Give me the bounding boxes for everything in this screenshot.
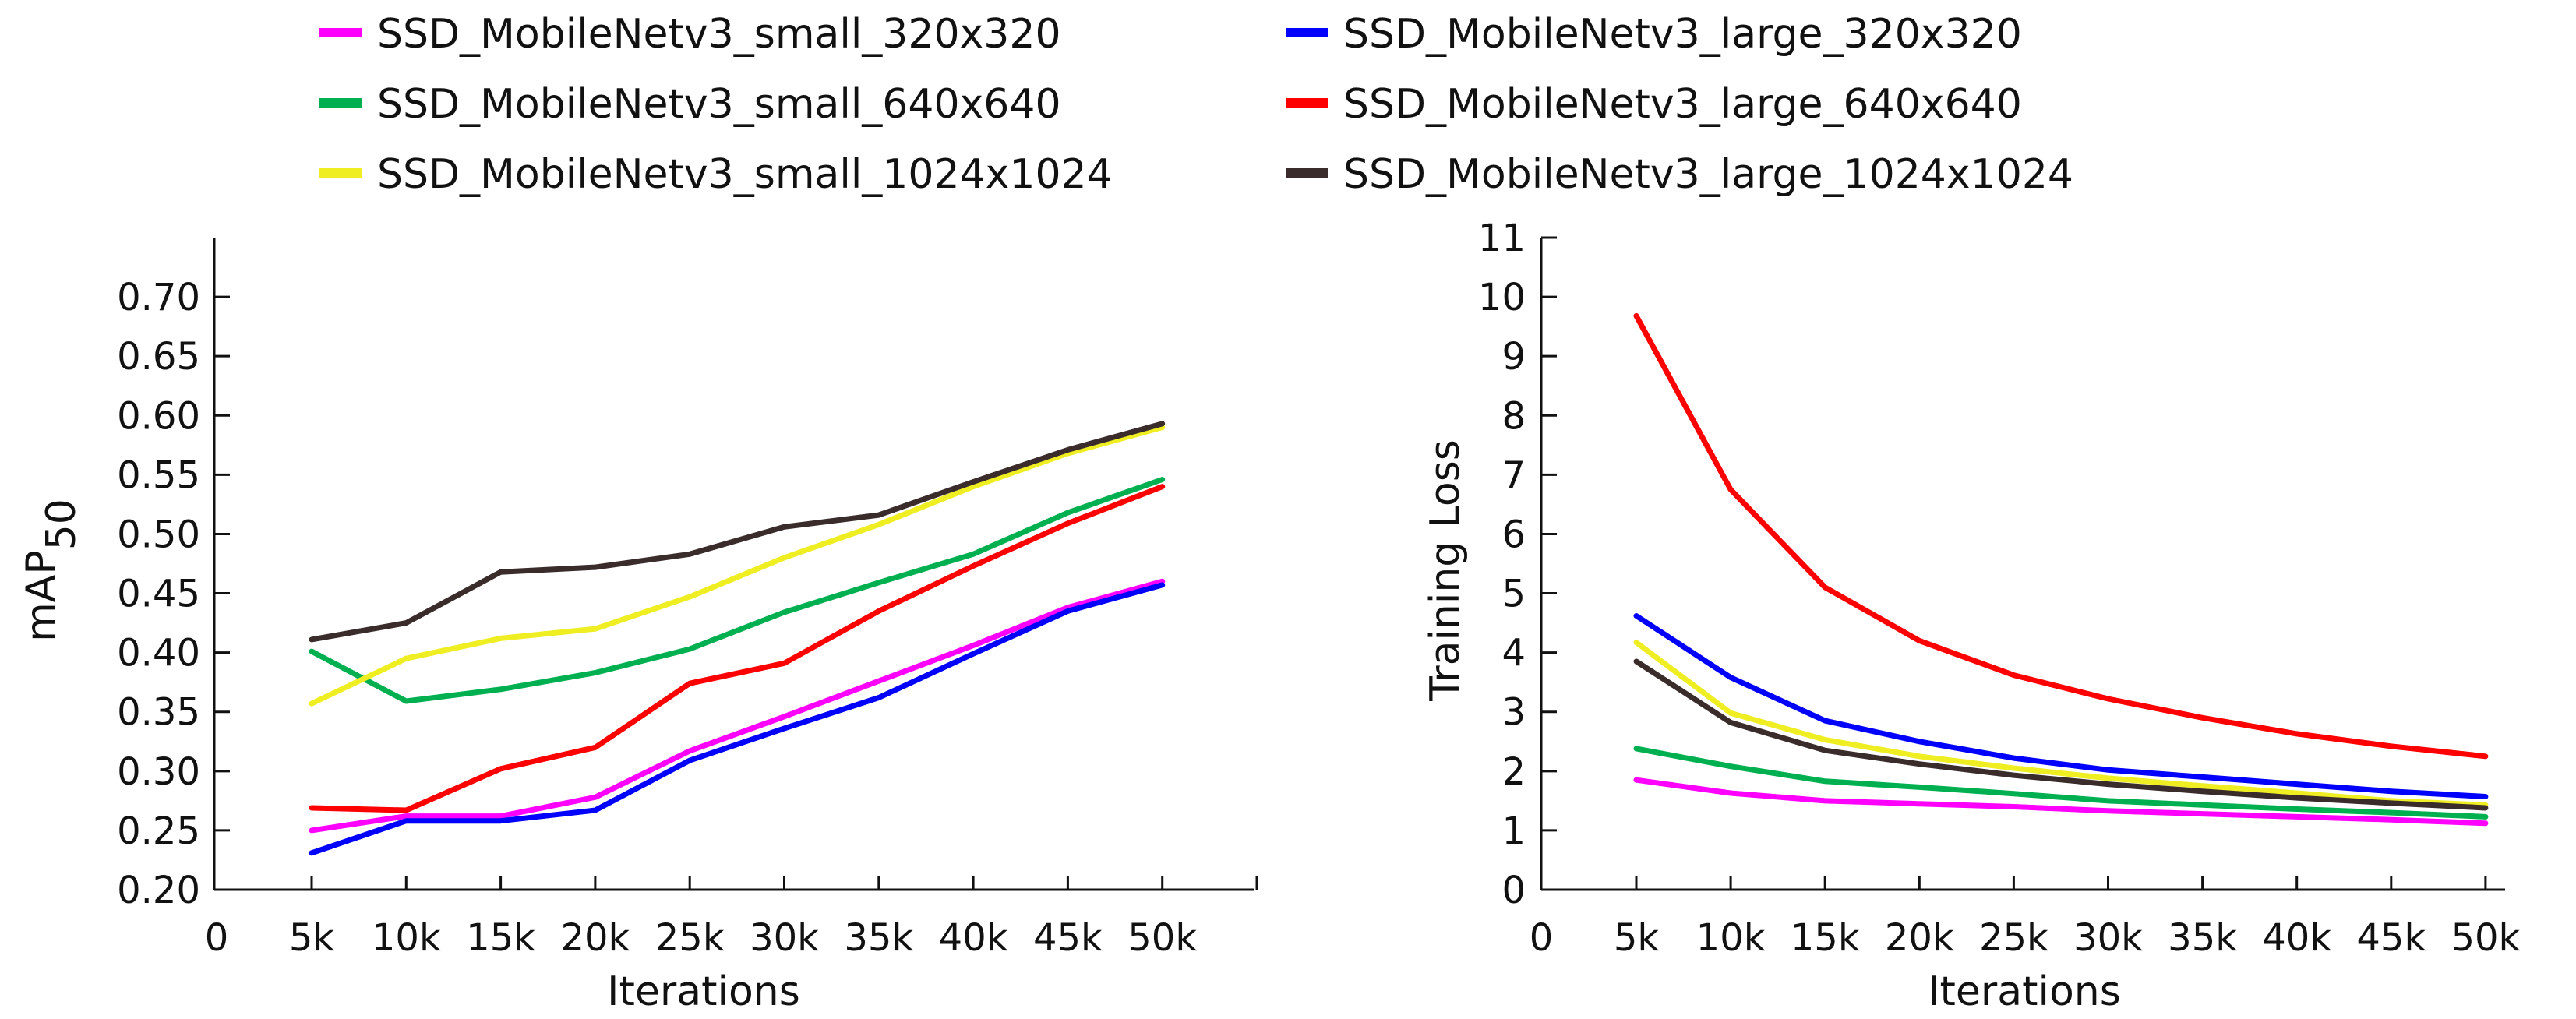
y-tick-label: 8 — [1501, 394, 1526, 438]
y-tick-label: 4 — [1501, 632, 1526, 675]
y-tick-label: 5 — [1501, 573, 1526, 616]
series-line — [1633, 640, 2489, 808]
x-tick-label: 20k — [1885, 916, 1954, 960]
series-line — [1633, 746, 2489, 820]
x-tick-label: 15k — [466, 916, 535, 960]
map50-chart: 0.20 0.25 0.30 0.35 0.40 0.45 0.50 0.55 0.60 0.65… — [18, 238, 1258, 1015]
y-axis-label-text: Training Loss — [1422, 439, 1469, 702]
x-tick-label: 35k — [844, 916, 913, 960]
legend-entry: SSD_MobileNetv3_large_1024x1024 — [1286, 151, 2073, 198]
y-tick-label: 0.50 — [117, 513, 200, 556]
series-line — [309, 484, 1166, 813]
series-line — [1633, 613, 2489, 799]
series-line — [1633, 312, 2489, 760]
y-axis-label: Training Loss — [1422, 439, 1469, 702]
x-tick-label: 5k — [289, 916, 335, 960]
legend-label: SSD_MobileNetv3_large_1024x1024 — [1343, 151, 2073, 198]
x-tick-label: 50k — [2451, 916, 2520, 960]
legend-entry: SSD_MobileNetv3_small_640x640 — [319, 81, 1061, 128]
x-tick-label: 0 — [205, 916, 229, 960]
series-line — [309, 477, 1166, 704]
legend-label: SSD_MobileNetv3_small_640x640 — [377, 81, 1061, 128]
y-tick-label: 11 — [1478, 217, 1526, 260]
y-tick-label: 3 — [1501, 691, 1526, 735]
series-line — [309, 582, 1166, 856]
y-tick-label: 0.40 — [117, 632, 200, 675]
y-axis-label: mAP50 — [18, 499, 85, 642]
x-tick-label: 25k — [655, 916, 725, 960]
y-axis-label-subscript: 50 — [38, 499, 85, 550]
x-tick-label: 45k — [1033, 916, 1103, 960]
y-axis-label-text: mAP — [18, 550, 65, 642]
legend-entry: SSD_MobileNetv3_small_1024x1024 — [319, 151, 1113, 198]
y-tick-label: 1 — [1501, 809, 1526, 853]
x-axis-label: Iterations — [1928, 968, 2121, 1015]
y-tick-label: 2 — [1501, 750, 1526, 794]
y-tick-label: 0.35 — [117, 691, 200, 735]
x-tick-label: 5k — [1614, 916, 1660, 960]
legend-label: SSD_MobileNetv3_large_640x640 — [1343, 81, 2022, 128]
x-tick-label: 0 — [1530, 916, 1554, 960]
series-line — [309, 578, 1166, 834]
y-tick-label: 0.25 — [117, 809, 200, 853]
x-tick-label: 50k — [1127, 916, 1197, 960]
x-tick-label: 20k — [560, 916, 630, 960]
legend-label: SSD_MobileNetv3_large_320x320 — [1343, 11, 2022, 58]
y-tick-label: 10 — [1478, 276, 1526, 319]
x-tick-label: 25k — [1979, 916, 2048, 960]
series-line — [309, 425, 1166, 707]
x-tick-label: 40k — [939, 916, 1008, 960]
x-tick-label: 10k — [1696, 916, 1766, 960]
y-tick-label: 0.20 — [117, 869, 200, 912]
x-tick-label: 35k — [2168, 916, 2237, 960]
x-tick-label: 15k — [1791, 916, 1860, 960]
y-tick-label: 0.70 — [117, 276, 200, 319]
training-loss-chart: 0 1 2 3 4 5 6 7 8 9 10 11 0 5k 10k 15k 20k 25k 30k 35k 40k 45… — [1422, 217, 2521, 1015]
series-line — [1633, 777, 2489, 827]
y-tick-label: 0.65 — [117, 335, 200, 379]
y-tick-label: 0.60 — [117, 394, 200, 438]
y-tick-label: 9 — [1501, 335, 1526, 379]
legend-entry: SSD_MobileNetv3_small_320x320 — [319, 11, 1061, 58]
legend: SSD_MobileNetv3_small_320x320 SSD_MobileN… — [319, 11, 2073, 198]
y-tick-label: 0.55 — [117, 453, 200, 497]
legend-label: SSD_MobileNetv3_small_320x320 — [377, 11, 1061, 58]
legend-label: SSD_MobileNetv3_small_1024x1024 — [377, 151, 1113, 198]
y-tick-label: 0.30 — [117, 750, 200, 794]
x-tick-label: 30k — [750, 916, 819, 960]
x-axis-label: Iterations — [607, 968, 800, 1015]
x-tick-label: 40k — [2262, 916, 2331, 960]
y-tick-label: 6 — [1501, 513, 1526, 556]
x-tick-label: 10k — [372, 916, 441, 960]
legend-entry: SSD_MobileNetv3_large_320x320 — [1286, 11, 2022, 58]
x-tick-label: 45k — [2356, 916, 2426, 960]
series-line — [309, 421, 1166, 643]
y-tick-label: 0 — [1501, 869, 1526, 912]
y-tick-label: 7 — [1501, 453, 1526, 497]
y-tick-label: 0.45 — [117, 573, 200, 616]
legend-entry: SSD_MobileNetv3_large_640x640 — [1286, 81, 2022, 128]
x-tick-label: 30k — [2073, 916, 2143, 960]
series-line — [1633, 658, 2489, 811]
